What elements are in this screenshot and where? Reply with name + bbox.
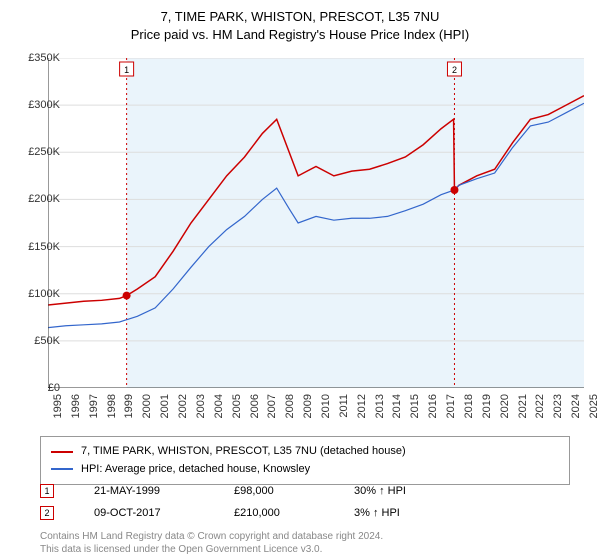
y-tick-label: £0 [10, 382, 60, 394]
sale-date-1: 21-MAY-1999 [94, 485, 194, 497]
x-tick-label: 2022 [534, 394, 546, 424]
y-tick-label: £300K [10, 99, 60, 111]
y-tick-label: £200K [10, 193, 60, 205]
y-tick-label: £100K [10, 288, 60, 300]
x-tick-label: 2015 [409, 394, 421, 424]
legend-label-price-paid: 7, TIME PARK, WHISTON, PRESCOT, L35 7NU … [81, 443, 406, 461]
sale-marker-box-2: 2 [40, 506, 54, 520]
x-tick-label: 2025 [588, 394, 600, 424]
title-line-1: 7, TIME PARK, WHISTON, PRESCOT, L35 7NU [0, 8, 600, 26]
legend-box: 7, TIME PARK, WHISTON, PRESCOT, L35 7NU … [40, 436, 570, 485]
x-tick-label: 1999 [123, 394, 135, 424]
sale-row-2: 2 09-OCT-2017 £210,000 3% ↑ HPI [40, 506, 400, 520]
title-line-2: Price paid vs. HM Land Registry's House … [0, 26, 600, 44]
x-tick-label: 2020 [499, 394, 511, 424]
line-chart-svg: 12 [48, 58, 584, 388]
x-tick-label: 2019 [481, 394, 493, 424]
y-tick-label: £50K [10, 335, 60, 347]
y-tick-label: £250K [10, 146, 60, 158]
legend-swatch-hpi [51, 468, 73, 470]
svg-text:1: 1 [124, 65, 129, 75]
x-tick-label: 2012 [356, 394, 368, 424]
attribution-text: Contains HM Land Registry data © Crown c… [40, 530, 383, 556]
x-tick-label: 1997 [88, 394, 100, 424]
sale-marker-box-1: 1 [40, 484, 54, 498]
x-tick-label: 2009 [302, 394, 314, 424]
sale-date-2: 09-OCT-2017 [94, 507, 194, 519]
x-tick-label: 2004 [213, 394, 225, 424]
y-tick-label: £350K [10, 52, 60, 64]
sale-price-1: £98,000 [234, 485, 314, 497]
x-tick-label: 2000 [141, 394, 153, 424]
x-tick-label: 2014 [391, 394, 403, 424]
x-tick-label: 2017 [445, 394, 457, 424]
legend-row-price-paid: 7, TIME PARK, WHISTON, PRESCOT, L35 7NU … [51, 443, 559, 461]
x-tick-label: 2021 [517, 394, 529, 424]
x-tick-label: 1995 [52, 394, 64, 424]
x-tick-label: 1996 [70, 394, 82, 424]
chart-plot-area: 12 [48, 58, 584, 388]
legend-row-hpi: HPI: Average price, detached house, Know… [51, 461, 559, 479]
sale-hpi-1: 30% ↑ HPI [354, 485, 406, 497]
sale-hpi-2: 3% ↑ HPI [354, 507, 400, 519]
x-tick-label: 2023 [552, 394, 564, 424]
x-tick-label: 2018 [463, 394, 475, 424]
sale-price-2: £210,000 [234, 507, 314, 519]
x-tick-label: 2002 [177, 394, 189, 424]
x-tick-label: 2006 [249, 394, 261, 424]
x-tick-label: 2007 [266, 394, 278, 424]
x-tick-label: 2008 [284, 394, 296, 424]
x-tick-label: 2005 [231, 394, 243, 424]
chart-title: 7, TIME PARK, WHISTON, PRESCOT, L35 7NU … [0, 0, 600, 44]
x-tick-label: 2011 [338, 394, 350, 424]
x-tick-label: 2024 [570, 394, 582, 424]
x-tick-label: 2016 [427, 394, 439, 424]
x-tick-label: 2003 [195, 394, 207, 424]
y-tick-label: £150K [10, 241, 60, 253]
x-tick-label: 2013 [374, 394, 386, 424]
x-tick-label: 1998 [106, 394, 118, 424]
legend-swatch-price-paid [51, 451, 73, 453]
svg-text:2: 2 [452, 65, 457, 75]
sale-row-1: 1 21-MAY-1999 £98,000 30% ↑ HPI [40, 484, 406, 498]
legend-label-hpi: HPI: Average price, detached house, Know… [81, 461, 310, 479]
x-tick-label: 2001 [159, 394, 171, 424]
x-tick-label: 2010 [320, 394, 332, 424]
